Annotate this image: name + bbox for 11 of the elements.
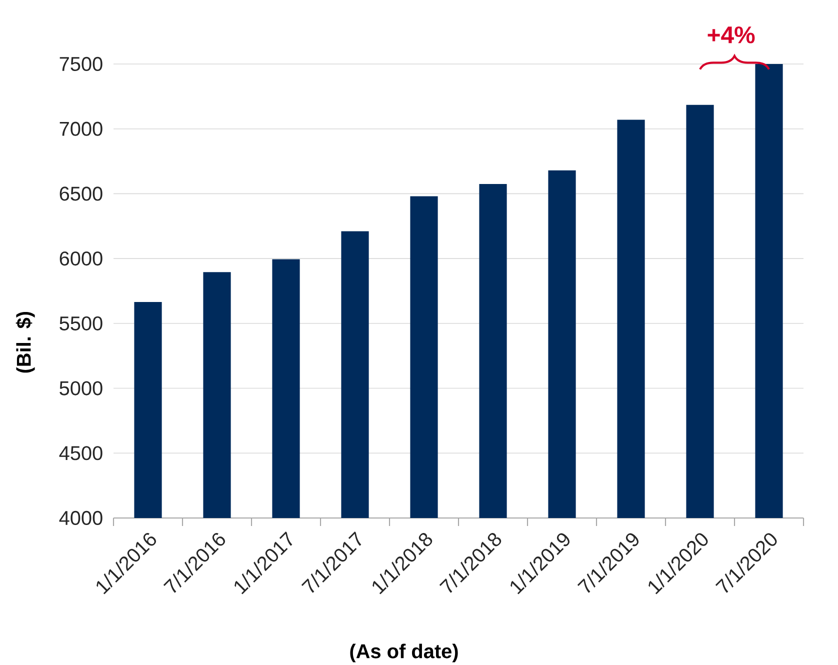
y-tick-label: 6500: [60, 186, 102, 201]
y-tick-label: 4000: [59, 510, 102, 526]
y-tick-label: 7500: [60, 56, 102, 72]
x-axis-title: (As of date): [350, 644, 458, 662]
y-tick-label: 4500: [59, 446, 102, 460]
y-tick-label: 6000: [60, 251, 102, 266]
y-tick-label: 5500: [60, 316, 102, 330]
y-axis-title: (Bil. $): [16, 312, 35, 373]
y-tick-label: 7000: [60, 122, 102, 136]
y-tick-label: 5000: [60, 381, 102, 396]
text: +4%: [708, 26, 755, 44]
